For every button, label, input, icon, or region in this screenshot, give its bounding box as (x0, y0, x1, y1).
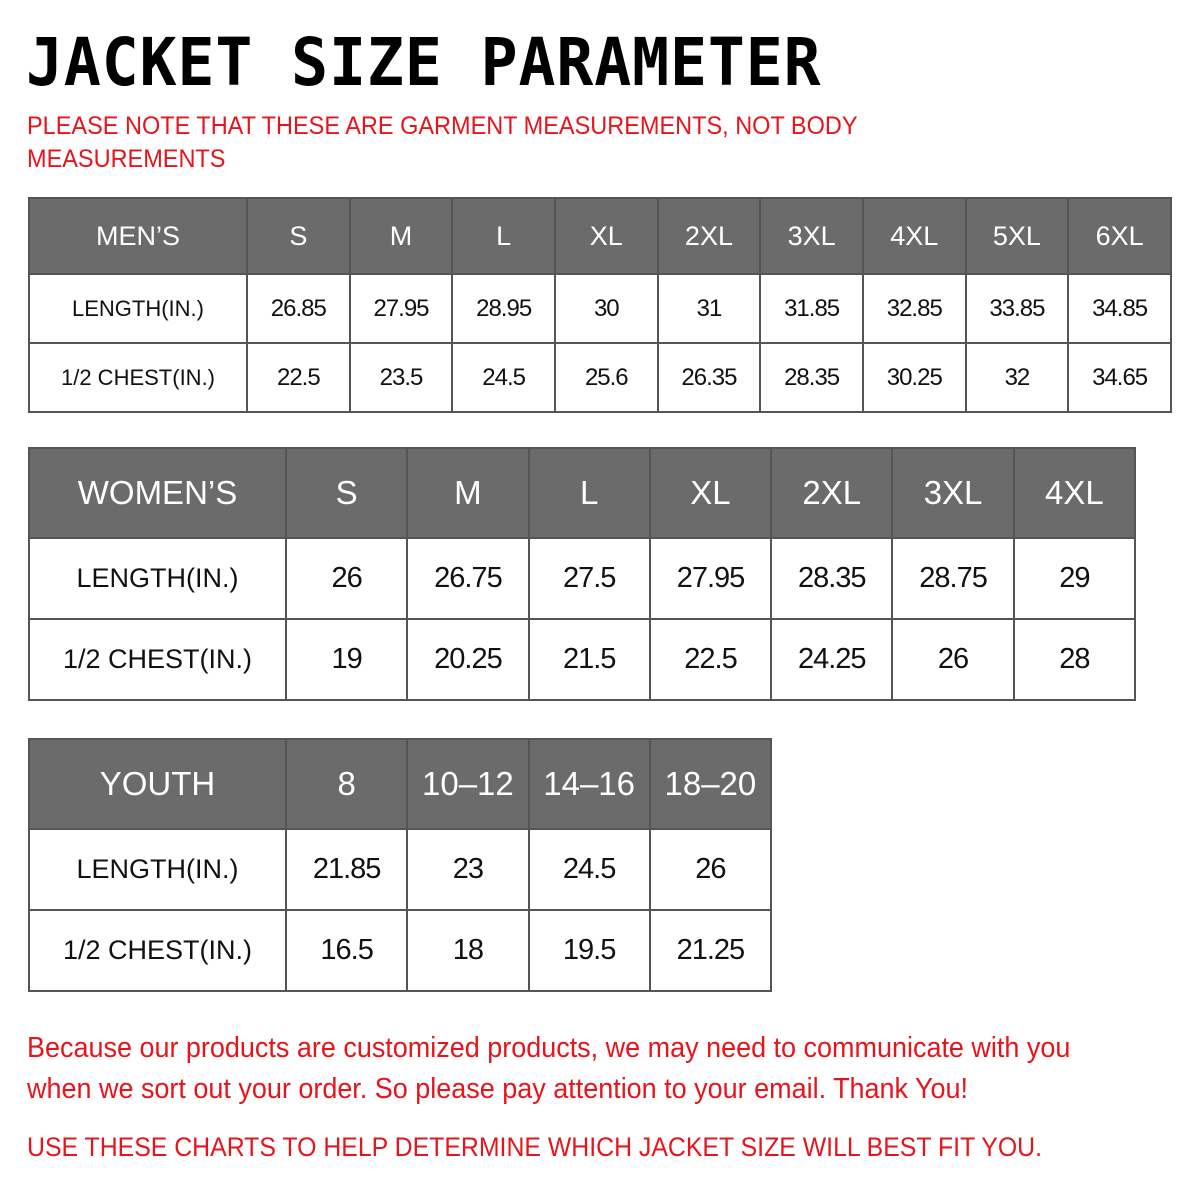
chest-row: 1/2 CHEST(IN.) 16.5 18 19.5 21.25 (28, 909, 773, 992)
chest-row-cell: 16.5 (284, 909, 409, 992)
chest-row: 1/2 CHEST(IN.) 19 20.25 21.5 22.5 24.25 26 28 (28, 618, 1137, 701)
chest-row-cell: 24.25 (770, 618, 894, 701)
header-row-label: WOMEN’S (28, 447, 287, 539)
chest-row-cell: 19 (284, 618, 409, 701)
youth-size-table: YOUTH 8 10–12 14–16 18–20 LENGTH(IN.) 21.85 23 2… (28, 738, 773, 992)
chest-row-cell: 21.5 (527, 618, 651, 701)
chest-row-cell: 32 (964, 342, 1070, 413)
header-row-cell: 2XL (770, 447, 894, 539)
chest-row-cell: 24.5 (451, 342, 556, 413)
chest-row-cell: 25.6 (553, 342, 659, 413)
header-row-cell: 8 (284, 738, 409, 830)
length-row-cell: 28.75 (891, 537, 1015, 620)
header-row-label: MEN’S (28, 197, 248, 275)
chest-row-cell: 26 (891, 618, 1015, 701)
length-row-label: LENGTH(IN.) (28, 537, 287, 620)
header-row-cell: L (527, 447, 651, 539)
length-row: LENGTH(IN.) 21.85 23 24.5 26 (28, 828, 773, 911)
chest-row-cell: 22.5 (648, 618, 773, 701)
header-row-cell: 10–12 (406, 738, 530, 830)
header-row-cell: XL (648, 447, 773, 539)
chest-row-cell: 26.35 (656, 342, 762, 413)
chest-row-label: 1/2 CHEST(IN.) (28, 342, 248, 413)
header-row-cell: 4XL (861, 197, 967, 275)
length-row-cell: 29 (1012, 537, 1137, 620)
header-row-cell: 14–16 (527, 738, 651, 830)
length-row-cell: 24.5 (527, 828, 651, 911)
length-row-cell: 31.85 (759, 273, 864, 344)
chest-row-label: 1/2 CHEST(IN.) (28, 909, 287, 992)
length-row-cell: 28.95 (451, 273, 556, 344)
length-row-cell: 23 (406, 828, 530, 911)
length-row-cell: 26.75 (406, 537, 530, 620)
chest-row: 1/2 CHEST(IN.) 22.5 23.5 24.5 25.6 26.35 28.35… (28, 342, 1172, 413)
header-row-cell: 5XL (964, 197, 1070, 275)
length-row-cell: 32.85 (861, 273, 967, 344)
header-row: MEN’S S M L XL 2XL 3XL 4XL 5XL 6XL (28, 197, 1172, 275)
length-row-cell: 26 (284, 537, 409, 620)
customization-note: Because our products are customized prod… (27, 1032, 1071, 1105)
header-row-cell: 18–20 (648, 738, 773, 830)
length-row-cell: 27.95 (348, 273, 454, 344)
length-row: LENGTH(IN.) 26.85 27.95 28.95 30 31 31.85 32.85… (28, 273, 1172, 344)
header-row-cell: 4XL (1012, 447, 1137, 539)
chest-row-cell: 28 (1012, 618, 1137, 701)
header-row-cell: XL (553, 197, 659, 275)
header-row-cell: L (451, 197, 556, 275)
length-row-cell: 26.85 (246, 273, 351, 344)
chest-row-cell: 30.25 (861, 342, 967, 413)
header-row: YOUTH 8 10–12 14–16 18–20 (28, 738, 773, 830)
measurement-notice: PLEASE NOTE THAT THESE ARE GARMENT MEASU… (27, 112, 858, 173)
length-row-label: LENGTH(IN.) (28, 828, 287, 911)
length-row-cell: 33.85 (964, 273, 1070, 344)
chest-row-cell: 20.25 (406, 618, 530, 701)
chest-row-cell: 19.5 (527, 909, 651, 992)
women-size-table: WOMEN’S S M L XL 2XL 3XL 4XL LENGTH(IN.) 26 26.75 2… (28, 447, 1137, 701)
chest-row-cell: 22.5 (246, 342, 351, 413)
chest-row-label: 1/2 CHEST(IN.) (28, 618, 287, 701)
length-row: LENGTH(IN.) 26 26.75 27.5 27.95 28.35 28.75 29 (28, 537, 1137, 620)
length-row-cell: 27.95 (648, 537, 773, 620)
header-row-cell: S (284, 447, 409, 539)
header-row-cell: 2XL (656, 197, 762, 275)
page-title: JACKET SIZE PARAMETER (26, 24, 822, 101)
length-row-label: LENGTH(IN.) (28, 273, 248, 344)
length-row-cell: 31 (656, 273, 762, 344)
length-row-cell: 28.35 (770, 537, 894, 620)
length-row-cell: 27.5 (527, 537, 651, 620)
length-row-cell: 30 (553, 273, 659, 344)
header-row-cell: 3XL (891, 447, 1015, 539)
chest-row-cell: 28.35 (759, 342, 864, 413)
length-row-cell: 21.85 (284, 828, 409, 911)
length-row-cell: 34.85 (1067, 273, 1172, 344)
chest-row-cell: 21.25 (648, 909, 773, 992)
header-row-cell: M (348, 197, 454, 275)
men-size-table: MEN’S S M L XL 2XL 3XL 4XL 5XL 6XL LENGTH(IN.) 26.8… (28, 197, 1172, 413)
header-row: WOMEN’S S M L XL 2XL 3XL 4XL (28, 447, 1137, 539)
chest-row-cell: 34.65 (1067, 342, 1172, 413)
header-row-cell: 3XL (759, 197, 864, 275)
length-row-cell: 26 (648, 828, 773, 911)
footer-note: USE THESE CHARTS TO HELP DETERMINE WHICH… (27, 1132, 1042, 1162)
chest-row-cell: 18 (406, 909, 530, 992)
header-row-cell: S (246, 197, 351, 275)
header-row-label: YOUTH (28, 738, 287, 830)
chest-row-cell: 23.5 (348, 342, 454, 413)
header-row-cell: 6XL (1067, 197, 1172, 275)
header-row-cell: M (406, 447, 530, 539)
